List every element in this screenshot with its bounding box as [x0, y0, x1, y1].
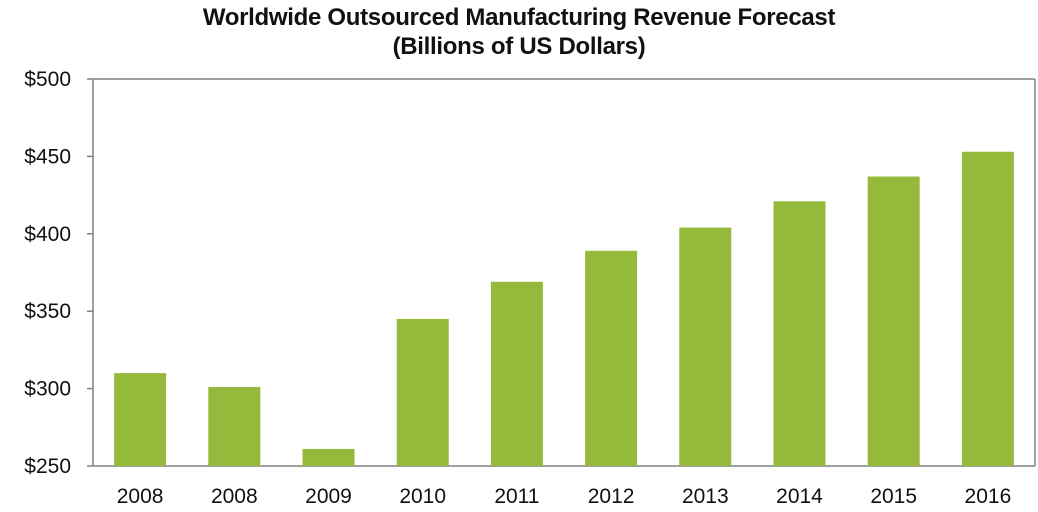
y-tick-label: $250	[24, 455, 71, 478]
y-tick-label: $400	[24, 223, 71, 246]
y-tick-label: $450	[24, 145, 71, 168]
x-tick-label: 2012	[588, 485, 635, 508]
bar-7	[679, 227, 732, 466]
bars	[114, 151, 1014, 467]
x-tick-label: 2011	[494, 485, 539, 508]
x-tick-label: 2008	[211, 485, 258, 508]
bar-3	[302, 448, 355, 466]
x-tick-label: 2014	[776, 485, 823, 508]
y-tick-label: $300	[24, 378, 71, 401]
x-tick-label: 2008	[117, 485, 164, 508]
x-tick-label: 2013	[682, 485, 729, 508]
y-tick-labels: $250 $300 $350 $400 $450 $500	[24, 68, 71, 478]
bar-4	[396, 318, 449, 466]
x-tick-labels: 2008 2008 2009 2010 2011 2012 2013 2014 2015 2016	[117, 485, 1012, 508]
x-tick-label: 2015	[870, 485, 917, 508]
x-tick-label: 2016	[965, 485, 1012, 508]
chart-title: Worldwide Outsourced Manufacturing Reven…	[202, 4, 836, 31]
x-tick-label: 2009	[305, 485, 352, 508]
bar-2	[208, 387, 261, 466]
x-tick-label: 2010	[399, 485, 446, 508]
bar-10	[961, 151, 1014, 467]
chart-subtitle: (Billions of US Dollars)	[392, 33, 646, 60]
bar-6	[585, 250, 638, 466]
bar-8	[773, 201, 826, 467]
bar-5	[490, 281, 543, 466]
bar-1	[114, 373, 167, 466]
bar-9	[867, 176, 920, 467]
y-tick-label: $500	[24, 68, 71, 91]
y-tick-label: $350	[24, 300, 71, 323]
